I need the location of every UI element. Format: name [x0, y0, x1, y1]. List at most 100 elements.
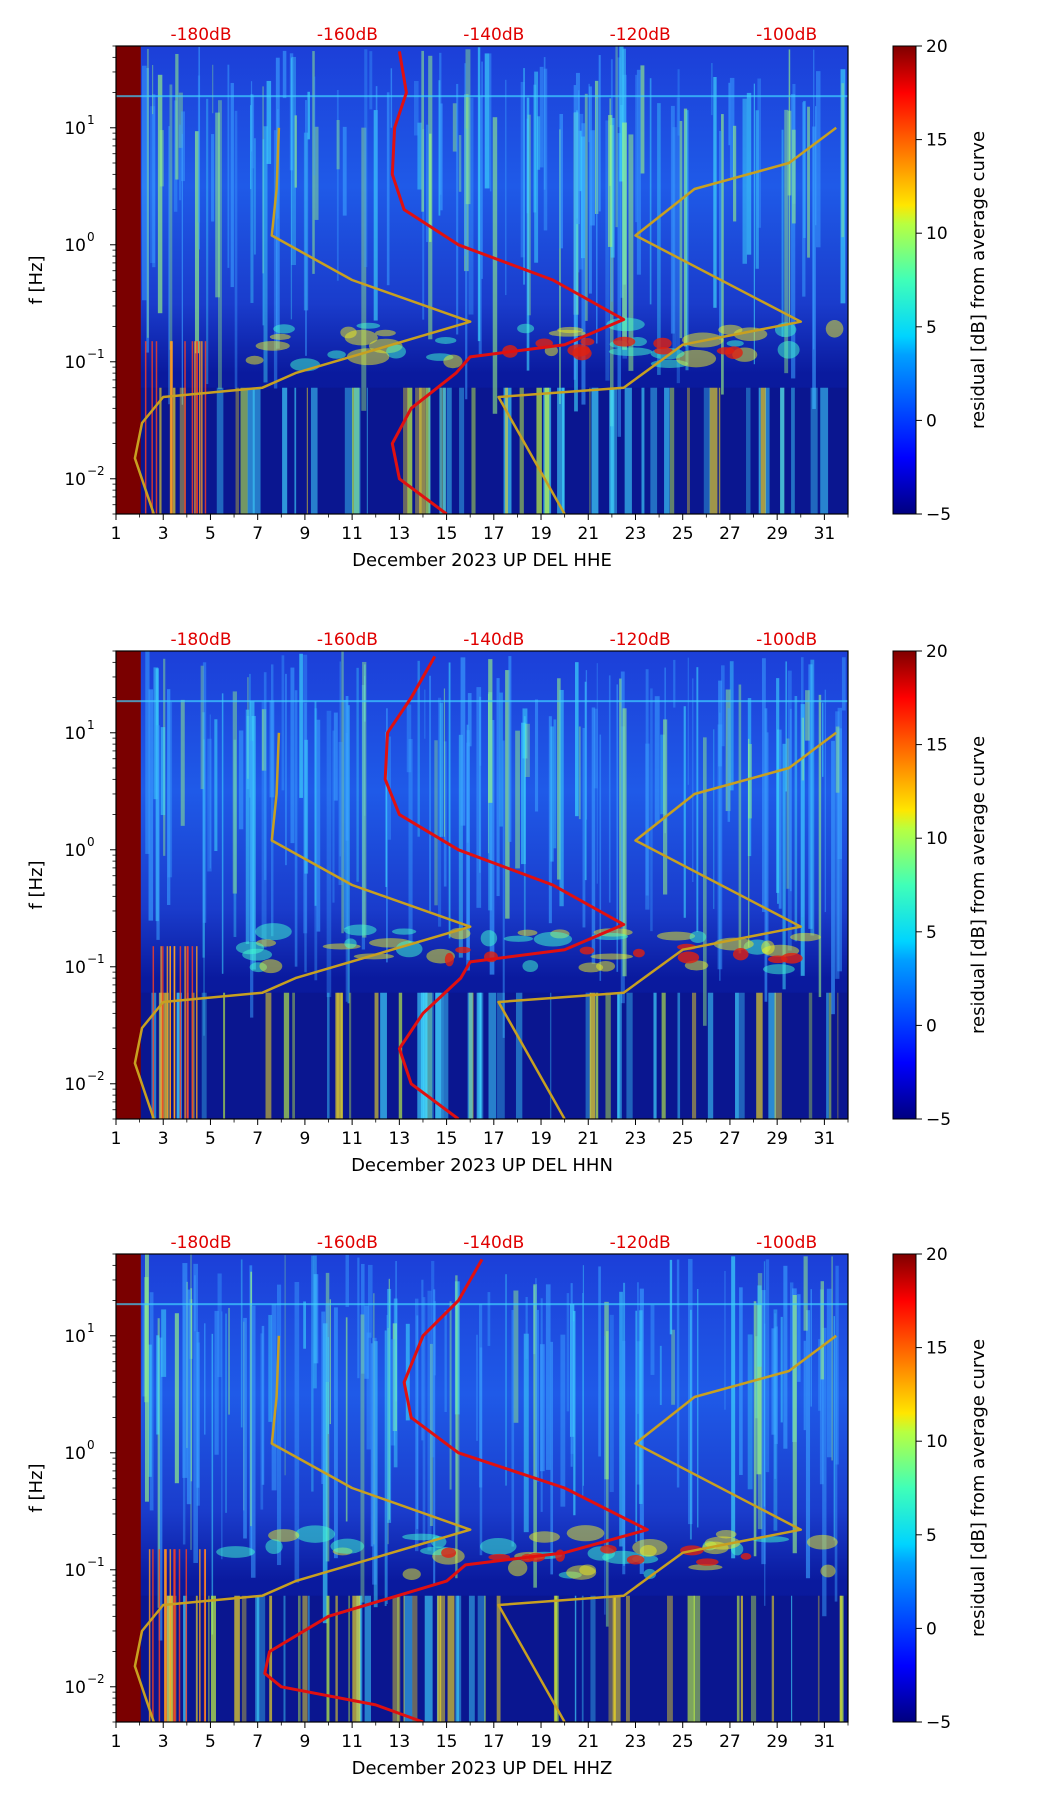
low-streak: [179, 946, 182, 1119]
streak: [212, 64, 214, 114]
streak: [372, 1337, 377, 1585]
streak: [685, 110, 689, 371]
streak: [209, 714, 211, 869]
x-tick-label: 1: [111, 1129, 122, 1149]
streak: [281, 655, 285, 791]
y-tick-exponent: −1: [87, 1555, 105, 1569]
x-tick-label: 17: [483, 524, 505, 544]
low-streak: [455, 1595, 460, 1722]
streak: [438, 80, 441, 216]
streak: [559, 129, 561, 405]
low-streak: [691, 992, 697, 1119]
low-streak: [574, 1595, 577, 1722]
microseism-blob: [402, 1533, 440, 1541]
x-tick-label: 5: [205, 1732, 216, 1752]
streak: [815, 71, 821, 248]
microseism-blob: [790, 932, 821, 942]
low-streak: [595, 992, 599, 1119]
streak: [764, 708, 768, 1002]
microseism-blob: [265, 1539, 283, 1555]
streak: [175, 53, 179, 180]
average-curve: [390, 51, 626, 514]
streak: [515, 730, 520, 869]
streak: [434, 740, 438, 906]
streak: [727, 708, 731, 822]
microseism-blob: [344, 938, 357, 949]
microseism-blob: [479, 1538, 517, 1556]
streak: [145, 651, 150, 854]
low-streak: [186, 946, 188, 1119]
microseism-blob: [330, 1538, 365, 1554]
x-tick-label: 1: [111, 524, 122, 544]
microseism-peak: [632, 948, 645, 958]
streak: [525, 1296, 528, 1359]
streak: [180, 111, 186, 182]
streak: [605, 1331, 609, 1627]
streak: [431, 1260, 435, 1458]
streak: [373, 1293, 375, 1545]
streak: [266, 80, 272, 164]
colorbar-tick-label: −5: [926, 1713, 951, 1733]
streak: [443, 688, 446, 837]
streak: [774, 1313, 777, 1479]
streak: [440, 103, 443, 211]
streak: [803, 1340, 806, 1431]
microseism-blob: [522, 960, 539, 973]
microseism-peak: [653, 337, 672, 349]
x-tick-label: 29: [766, 524, 788, 544]
low-streak: [760, 387, 767, 514]
streak: [598, 55, 601, 212]
streak: [211, 1333, 214, 1635]
streak: [477, 47, 481, 342]
streak: [230, 82, 234, 288]
streak: [499, 692, 503, 827]
streak: [345, 1317, 348, 1522]
colorbar-tick-label: 15: [926, 1339, 948, 1359]
streak: [458, 135, 462, 192]
microseism-blob: [639, 1544, 657, 1557]
colorbar: [892, 650, 917, 1120]
low-streak: [746, 387, 751, 514]
microseism-blob: [259, 959, 283, 974]
streak: [660, 734, 665, 815]
streak: [537, 116, 541, 170]
streak: [387, 1328, 389, 1545]
low-streak: [735, 992, 739, 1119]
y-axis-label: f [Hz]: [26, 860, 47, 909]
low-streak: [306, 387, 308, 514]
streak: [784, 109, 789, 374]
low-streak: [335, 992, 344, 1119]
low-streak: [447, 1595, 455, 1722]
streak: [152, 94, 156, 268]
streak: [425, 124, 429, 243]
streak: [476, 687, 482, 908]
low-streak: [515, 992, 523, 1119]
low-streak: [235, 387, 239, 514]
low-streak: [554, 1595, 559, 1722]
noise-model-curve: [497, 1334, 837, 1722]
x-tick-label: 19: [530, 1129, 552, 1149]
streak: [599, 734, 602, 981]
low-streak: [624, 387, 632, 514]
streak: [174, 1313, 179, 1484]
streak: [570, 1283, 573, 1467]
low-streak: [255, 1595, 260, 1722]
streak: [765, 1259, 770, 1473]
x-tick-label: 3: [158, 1129, 169, 1149]
streak: [718, 680, 722, 767]
streak: [228, 1307, 230, 1415]
streak: [367, 1264, 373, 1338]
y-tick-exponent: −2: [87, 1069, 105, 1083]
streak: [260, 1333, 264, 1510]
streak: [294, 115, 298, 188]
streak: [312, 51, 315, 274]
low-streak: [519, 387, 524, 514]
streak: [604, 1301, 609, 1480]
low-streak: [423, 992, 428, 1119]
low-streak: [677, 992, 681, 1119]
streak: [262, 139, 265, 326]
streak: [788, 49, 791, 324]
microseism-blob: [343, 924, 377, 936]
microseism-blob: [340, 326, 357, 339]
colorbar: [892, 45, 917, 515]
